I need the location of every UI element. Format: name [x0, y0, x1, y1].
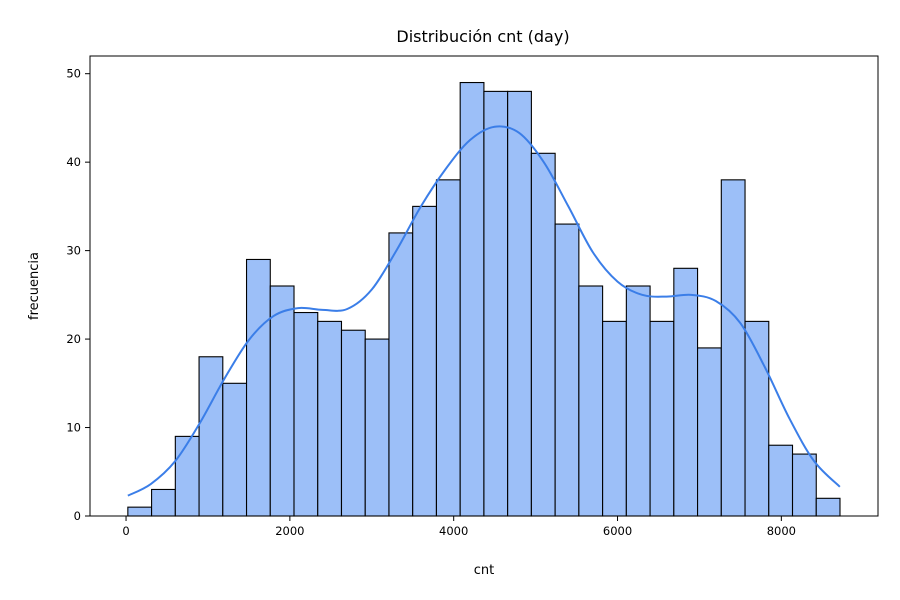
x-tick-label: 0 — [122, 524, 129, 538]
histogram-bar — [388, 232, 414, 517]
x-axis-ticks: 0 2000 4000 6000 8000 — [122, 516, 796, 538]
y-axis-ticks: 0 10 20 30 40 50 — [66, 67, 90, 523]
histogram-bar — [364, 338, 390, 517]
histogram-bar — [483, 90, 509, 517]
histogram-bar — [625, 285, 651, 517]
histogram-bar — [697, 347, 722, 517]
y-tick-label: 10 — [66, 421, 81, 435]
histogram-bar — [174, 435, 200, 517]
histogram-bar — [269, 285, 295, 517]
y-tick-label: 20 — [66, 332, 81, 346]
histogram-bar — [412, 205, 437, 517]
histogram-bar — [435, 179, 461, 517]
y-tick-label: 0 — [74, 509, 81, 523]
histogram-bars — [127, 81, 841, 517]
x-tick-label: 6000 — [603, 524, 632, 538]
y-tick-label: 50 — [66, 67, 81, 81]
histogram-bar — [649, 320, 675, 517]
histogram-bar — [578, 285, 604, 517]
histogram-bar — [602, 320, 627, 517]
x-tick-label: 4000 — [439, 524, 468, 538]
chart-title: Distribución cnt (day) — [396, 27, 569, 46]
histogram-bar — [554, 223, 580, 517]
histogram-bar — [340, 329, 366, 517]
histogram-bar — [151, 488, 176, 517]
histogram-bar — [673, 267, 699, 517]
histogram-bar — [768, 444, 794, 517]
histogram-bar — [317, 320, 343, 517]
histogram-bar — [222, 382, 248, 517]
y-tick-label: 40 — [66, 155, 81, 169]
histogram-bar — [198, 356, 224, 517]
x-tick-label: 2000 — [275, 524, 304, 538]
x-tick-label: 8000 — [767, 524, 796, 538]
x-axis-label: cnt — [474, 563, 494, 578]
histogram-bar — [127, 506, 153, 517]
y-axis-label: frecuencia — [27, 252, 42, 320]
histogram-bar — [791, 453, 817, 517]
histogram-bar — [815, 497, 841, 517]
histogram-bar — [530, 152, 556, 517]
kde-curve — [127, 125, 841, 497]
histogram-bar — [720, 179, 746, 517]
kde-curve-layer — [127, 125, 841, 497]
histogram-bar — [507, 90, 532, 517]
histogram-bar — [245, 258, 271, 517]
histogram-bar — [293, 311, 319, 517]
plot-frame — [89, 55, 879, 517]
y-tick-label: 30 — [66, 244, 81, 258]
